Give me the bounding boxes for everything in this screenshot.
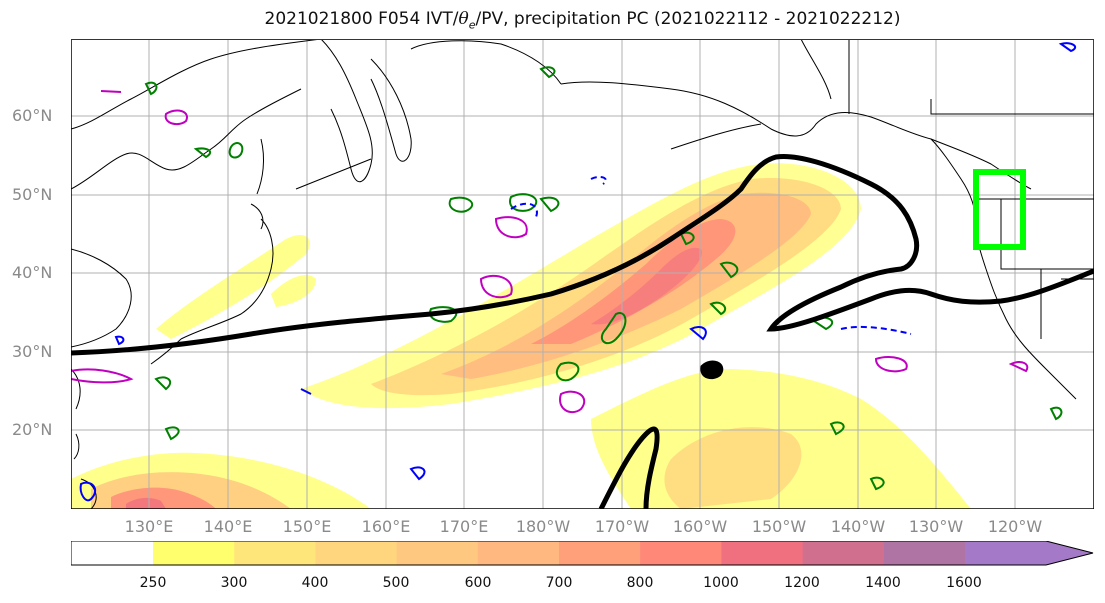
pv-contours-magenta: [70, 90, 1029, 414]
colorbar-bin-1200: [802, 541, 885, 565]
lat-label-40n: 40°N: [12, 263, 53, 282]
theta-e-contour: [70, 154, 1095, 511]
target-region-box: [973, 169, 1026, 250]
lon-label-150w: 150°W: [751, 517, 807, 536]
colorbar-bin-700: [559, 541, 641, 565]
graticule: [71, 39, 1094, 509]
colorbar-tick-700: 700: [545, 575, 573, 591]
colorbar-tick-600: 600: [464, 575, 492, 591]
colorbar-tick-800: 800: [626, 575, 654, 591]
colorbar-tick-500: 500: [382, 575, 410, 591]
colorbar-bin-300: [234, 541, 316, 565]
pv-contours-blue: [79, 42, 1077, 502]
map-panel: [70, 38, 1095, 511]
lon-label-170e: 170°E: [439, 517, 489, 536]
lat-label-20n: 20°N: [12, 420, 53, 439]
colorbar-tick-400: 400: [301, 575, 329, 591]
colorbar-tick-300: 300: [220, 575, 248, 591]
colorbar-tick-250: 250: [139, 575, 167, 591]
colorbar-tick-1600: 1600: [946, 575, 982, 591]
map-title: 2021021800 F054 IVT/θe/PV, precipitation…: [264, 9, 901, 32]
lon-label-140e: 140°E: [203, 517, 253, 536]
colorbar-tick-1000: 1000: [703, 575, 739, 591]
lon-label-150e: 150°E: [282, 517, 332, 536]
lon-label-170w: 170°W: [594, 517, 650, 536]
lon-label-180w: 180°W: [515, 517, 571, 536]
lat-label-50n: 50°N: [12, 185, 53, 204]
colorbar-bin-250: [153, 541, 235, 565]
colorbar-bin-1600: [965, 541, 1046, 565]
colorbar-bin-500: [396, 541, 479, 565]
lon-label-130w: 130°W: [908, 517, 964, 536]
lon-label-160e: 160°E: [361, 517, 411, 536]
lon-label-130e: 130°E: [124, 517, 174, 536]
lat-label-30n: 30°N: [12, 342, 53, 361]
lat-label-60n: 60°N: [12, 106, 53, 125]
colorbar-tick-1200: 1200: [784, 575, 820, 591]
colorbar-bin-400: [315, 541, 398, 565]
colorbar-bin-800: [640, 541, 722, 565]
lon-label-160w: 160°W: [672, 517, 728, 536]
coastlines: [70, 38, 1094, 510]
colorbar-bin-600: [477, 541, 560, 565]
colorbar-extend-arrow: [1046, 541, 1093, 565]
colorbar: [71, 541, 1094, 566]
lon-label-120w: 120°W: [987, 517, 1043, 536]
colorbar-bin-1000: [721, 541, 804, 565]
colorbar-tick-1400: 1400: [865, 575, 901, 591]
lon-label-140w: 140°W: [830, 517, 886, 536]
colorbar-bin-below-250: [71, 541, 153, 565]
colorbar-bin-1400: [883, 541, 966, 565]
